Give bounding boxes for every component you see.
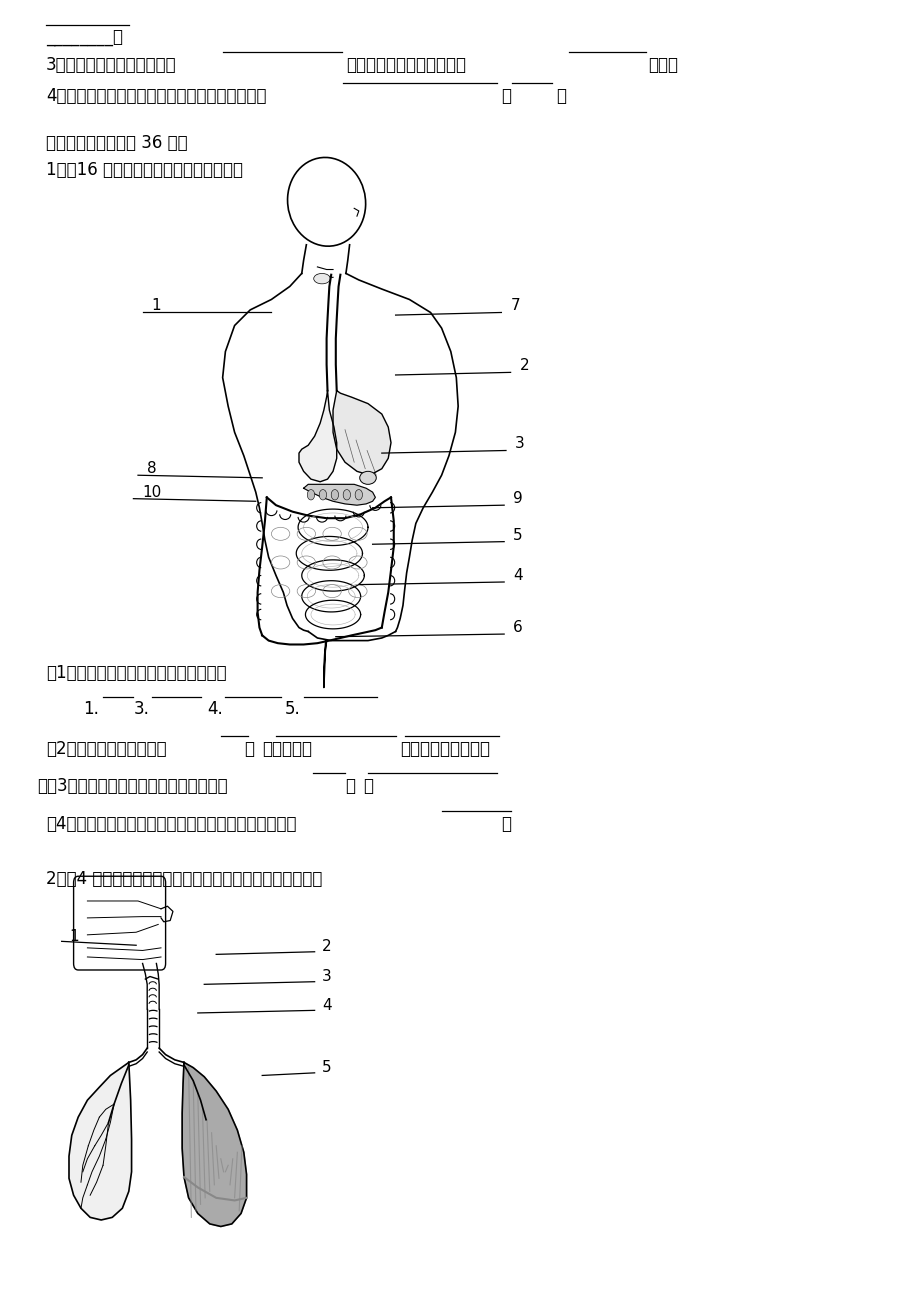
Text: 1: 1 bbox=[69, 928, 78, 944]
Circle shape bbox=[307, 490, 314, 500]
Circle shape bbox=[355, 490, 362, 500]
Text: ］: ］ bbox=[244, 740, 254, 758]
Polygon shape bbox=[333, 391, 391, 475]
Text: 对脂肪起乳化作用。: 对脂肪起乳化作用。 bbox=[400, 740, 490, 758]
Text: ________。: ________。 bbox=[46, 29, 123, 47]
Text: 2．（4 分）下图是人体呼吸系统组成图，请据图回答问题：: 2．（4 分）下图是人体呼吸系统组成图，请据图回答问题： bbox=[46, 870, 322, 888]
Circle shape bbox=[343, 490, 350, 500]
Text: 1．（16 分）下图是消化系统的示意图。: 1．（16 分）下图是消化系统的示意图。 bbox=[46, 161, 243, 180]
Text: 4．淦粉和蛋白质在小肠内分别被彻底消化分解为: 4．淦粉和蛋白质在小肠内分别被彻底消化分解为 bbox=[46, 87, 267, 105]
Text: 9: 9 bbox=[513, 491, 523, 506]
Text: 5: 5 bbox=[322, 1060, 331, 1075]
Text: 10: 10 bbox=[142, 484, 162, 500]
Polygon shape bbox=[69, 1062, 131, 1220]
Text: 它能够分泌: 它能够分泌 bbox=[262, 740, 312, 758]
Circle shape bbox=[319, 490, 326, 500]
Text: 三、看图做答题（共 36 分）: 三、看图做答题（共 36 分） bbox=[46, 134, 187, 152]
Text: 2: 2 bbox=[519, 358, 528, 374]
Text: 3．我们所吃的鸡蛋的消化从: 3．我们所吃的鸡蛋的消化从 bbox=[46, 56, 176, 74]
Circle shape bbox=[331, 490, 338, 500]
Text: 3.: 3. bbox=[133, 700, 149, 719]
Text: 6: 6 bbox=[513, 620, 523, 635]
Text: （2）人体最大的腺体是［: （2）人体最大的腺体是［ bbox=[46, 740, 166, 758]
Text: 3: 3 bbox=[322, 969, 332, 984]
Text: （4）绝大部分营养物质由小肠绒毛的毛细血管吸收进入: （4）绝大部分营养物质由小肠绒毛的毛细血管吸收进入 bbox=[46, 815, 296, 833]
Text: 2: 2 bbox=[322, 939, 331, 954]
Text: 7: 7 bbox=[510, 298, 519, 314]
Text: ］: ］ bbox=[345, 777, 355, 796]
Text: 1: 1 bbox=[152, 298, 161, 314]
Text: 5: 5 bbox=[513, 527, 522, 543]
Text: 。: 。 bbox=[363, 777, 373, 796]
Text: 4: 4 bbox=[322, 997, 331, 1013]
Text: 。: 。 bbox=[556, 87, 566, 105]
Ellipse shape bbox=[359, 471, 376, 484]
Text: 3: 3 bbox=[515, 436, 525, 452]
Text: 和: 和 bbox=[501, 87, 511, 105]
Text: 4.: 4. bbox=[207, 700, 222, 719]
Polygon shape bbox=[303, 484, 375, 505]
Text: 。: 。 bbox=[501, 815, 511, 833]
Text: 5.: 5. bbox=[285, 700, 301, 719]
Text: 。（3）只能吸收少量水和酒精的结构是［: 。（3）只能吸收少量水和酒精的结构是［ bbox=[37, 777, 227, 796]
Polygon shape bbox=[299, 391, 336, 482]
Ellipse shape bbox=[313, 273, 330, 284]
Text: 4: 4 bbox=[513, 568, 522, 583]
Text: 开始。: 开始。 bbox=[648, 56, 678, 74]
Text: 1.: 1. bbox=[83, 700, 98, 719]
Text: 开始，所吃的米饭的消化从: 开始，所吃的米饭的消化从 bbox=[346, 56, 465, 74]
Text: （1）写出图中各序号所表示的结构名称: （1）写出图中各序号所表示的结构名称 bbox=[46, 664, 226, 682]
Polygon shape bbox=[182, 1062, 246, 1226]
Text: 8: 8 bbox=[147, 461, 156, 477]
